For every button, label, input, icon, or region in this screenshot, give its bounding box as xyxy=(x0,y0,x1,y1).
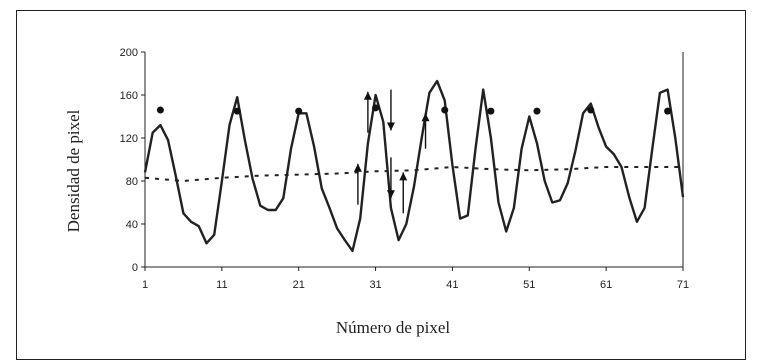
down-arrow-marker xyxy=(386,157,395,199)
x-tick-label: 31 xyxy=(369,279,381,291)
up-arrow-marker xyxy=(353,163,362,205)
series-group xyxy=(143,79,685,253)
axes xyxy=(141,51,684,271)
x-tick-label: 71 xyxy=(677,279,689,291)
arrow-head xyxy=(386,122,395,131)
x-tick-label: 1 xyxy=(142,279,148,291)
up-arrow-marker xyxy=(399,172,408,214)
peak-dot-marker xyxy=(664,107,672,115)
x-tick-label: 41 xyxy=(446,279,458,291)
peak-dot-marker xyxy=(441,106,449,114)
peak-dot-marker xyxy=(587,106,595,114)
peak-dot-marker xyxy=(487,107,495,115)
chart-frame: 0 40 80 120 160 200 1 11 21 31 41 51 61 71 Número de … xyxy=(16,10,746,360)
arrow-head xyxy=(399,172,408,181)
peak-dot-marker xyxy=(233,107,241,115)
annotation-marks xyxy=(156,89,672,214)
peak-dot-marker xyxy=(295,107,303,115)
y-tick-label: 80 xyxy=(126,176,138,188)
x-axis-title: Número de pixel xyxy=(336,318,451,337)
y-tick-label: 120 xyxy=(120,133,138,145)
down-arrow-marker xyxy=(386,89,395,131)
y-axis-title: Densidad de pixel xyxy=(64,109,83,232)
up-arrow-marker xyxy=(421,113,430,149)
peak-dot-marker xyxy=(533,107,541,115)
x-tick-label: 11 xyxy=(216,279,227,291)
arrow-head xyxy=(421,113,430,122)
y-tick-label: 40 xyxy=(126,219,138,231)
solid-series-line xyxy=(143,79,685,253)
peak-dot-marker xyxy=(372,104,380,112)
y-tick-label: 160 xyxy=(120,90,138,102)
arrow-head xyxy=(353,163,362,172)
x-tick-label: 61 xyxy=(600,279,612,291)
up-arrow-marker xyxy=(363,91,372,133)
x-tick-label: 21 xyxy=(293,279,305,291)
y-tick-label: 0 xyxy=(132,262,138,274)
peak-dot-marker xyxy=(156,106,164,114)
x-tick-label: 51 xyxy=(523,279,535,291)
y-tick-label: 200 xyxy=(120,47,138,59)
arrow-head xyxy=(386,190,395,199)
arrow-head xyxy=(363,91,372,100)
